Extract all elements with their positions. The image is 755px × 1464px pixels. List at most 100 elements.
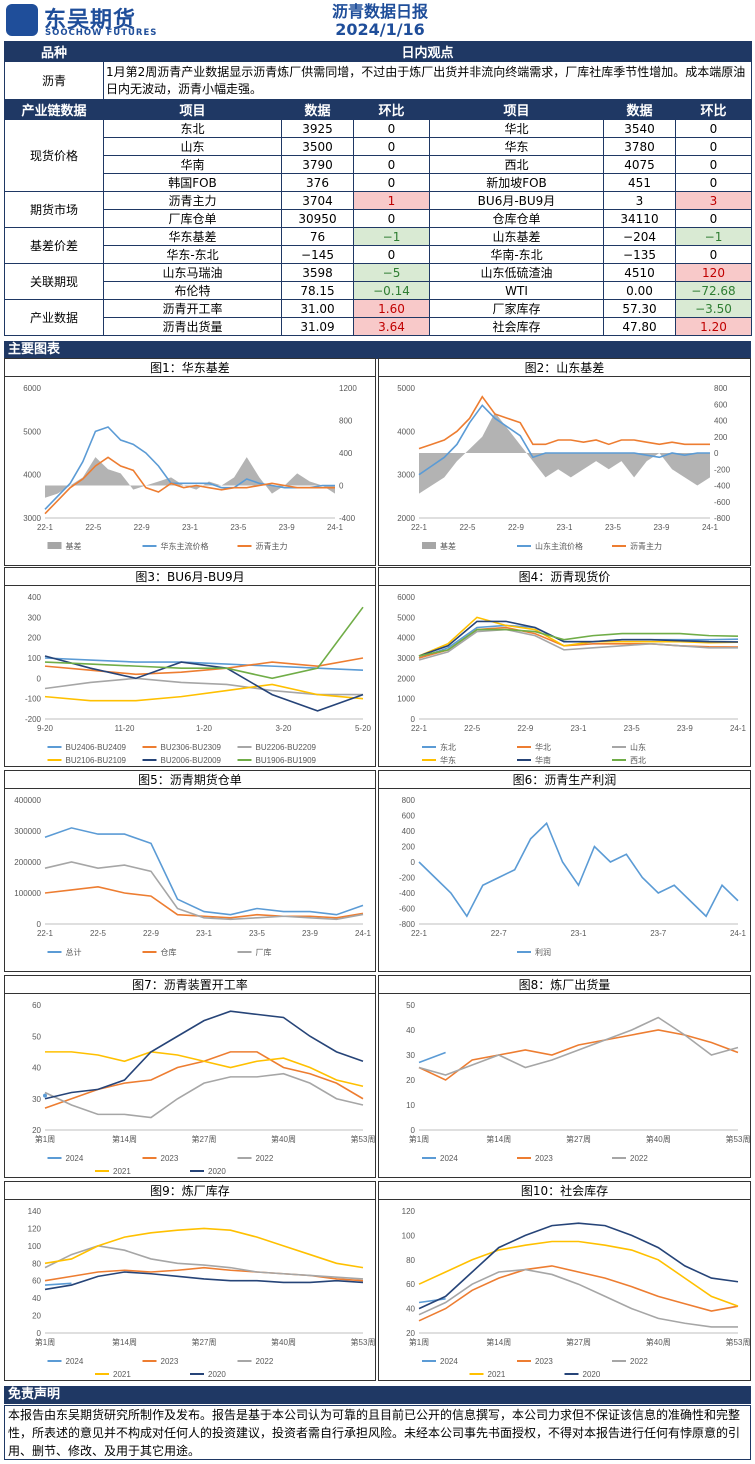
series-line bbox=[418, 620, 739, 657]
y-tick-label: 40 bbox=[32, 1064, 41, 1073]
legend-label: 山东主流价格 bbox=[535, 541, 583, 551]
y-tick-label: 200 bbox=[28, 634, 42, 643]
item-right: 华南-东北 bbox=[429, 245, 604, 264]
y2-tick-label: -800 bbox=[714, 514, 731, 523]
legend-label: 基差 bbox=[440, 541, 456, 551]
legend-label: 沥青主力 bbox=[256, 541, 288, 551]
value-right: 4510 bbox=[603, 263, 676, 282]
y2-tick-label: 1200 bbox=[339, 384, 357, 393]
series-line bbox=[418, 395, 710, 450]
value-right: 57.30 bbox=[603, 299, 676, 318]
x-tick-label: 22-9 bbox=[508, 523, 525, 532]
y-tick-label: 0 bbox=[37, 1329, 42, 1338]
value-left: 3500 bbox=[281, 137, 354, 156]
item-right: 华东 bbox=[429, 137, 604, 156]
legend-label: 2020 bbox=[583, 1370, 601, 1379]
value-right: 4075 bbox=[603, 155, 676, 174]
change-left: 0 bbox=[353, 245, 430, 264]
change-left: 0 bbox=[353, 119, 430, 138]
industry-data-table: 产业链数据 项目 数据 环比 项目 数据 环比 现货价格 东北 3925 0 华北 3540 0 山东 350… bbox=[4, 99, 752, 336]
x-tick-label: 第40周 bbox=[646, 1337, 671, 1347]
item-right: 社会库存 bbox=[429, 317, 604, 336]
value-right: 47.80 bbox=[603, 317, 676, 336]
y2-tick-label: -400 bbox=[339, 514, 356, 523]
x-tick-label: 22-1 bbox=[37, 523, 54, 532]
x-tick-label: 第27周 bbox=[192, 1337, 217, 1347]
legend-label: BU2406-BU2409 bbox=[66, 743, 127, 752]
item-left: 东北 bbox=[103, 119, 282, 138]
legend-label: BU2306-BU2309 bbox=[161, 743, 222, 752]
y-tick-label: 40 bbox=[32, 1294, 41, 1303]
change-left: −5 bbox=[353, 263, 430, 282]
y-tick-label: 100000 bbox=[14, 889, 41, 898]
change-right: −1 bbox=[675, 227, 752, 246]
y-tick-label: 3000 bbox=[23, 514, 41, 523]
series-line bbox=[44, 1227, 364, 1269]
table-row: 厂库仓单 30950 0 仓库仓单 34110 0 bbox=[5, 209, 752, 228]
group-label: 现货价格 bbox=[4, 119, 104, 192]
change-right: 0 bbox=[675, 209, 752, 228]
chart-title: 图6：沥青生产利润 bbox=[379, 771, 750, 789]
item-left: 华南 bbox=[103, 155, 282, 174]
y-tick-label: 40 bbox=[406, 1305, 415, 1314]
table-row: 韩国FOB 376 0 新加坡FOB 451 0 bbox=[5, 173, 752, 192]
series-line bbox=[44, 677, 363, 696]
x-tick-label: 9-20 bbox=[37, 724, 54, 733]
charts-section-title: 主要图表 bbox=[4, 341, 751, 359]
legend-label: 2023 bbox=[535, 1357, 553, 1366]
legend-label: 2022 bbox=[630, 1357, 648, 1366]
x-tick-label: 23-9 bbox=[279, 523, 296, 532]
legend-label: 华东 bbox=[440, 755, 456, 765]
group-label: 基差价差 bbox=[4, 227, 104, 264]
chart-plot: 20 30 40 50 60 第1周 第14周 第27周 第40周 第53周 2024 2023 202… bbox=[32, 1001, 375, 1176]
series-line bbox=[45, 1051, 364, 1088]
y-tick-label: 0 bbox=[411, 715, 416, 724]
table-row: 布伦特 78.15 −0.14 WTI 0.00 −72.68 bbox=[5, 281, 752, 300]
value-right: 3540 bbox=[603, 119, 676, 138]
legend-swatch bbox=[47, 542, 62, 549]
y-tick-label: 400 bbox=[402, 827, 416, 836]
chart-title: 图5：沥青期货仓单 bbox=[5, 771, 375, 789]
chart-3: 图3：BU6月-BU9月 -200 -100 0 100 200 300 400 9-20 11-… bbox=[4, 567, 376, 767]
series-line bbox=[418, 821, 739, 918]
x-tick-label: 22-1 bbox=[411, 523, 428, 532]
table-row: 基差价差 华东基差 76 −1 山东基差 −204 −1 bbox=[4, 227, 752, 264]
value-left: 30950 bbox=[281, 209, 354, 228]
x-tick-label: 23-5 bbox=[230, 523, 247, 532]
x-tick-label: 23-5 bbox=[624, 724, 641, 733]
y-tick-label: 2000 bbox=[397, 514, 415, 523]
table-header: 数据 bbox=[281, 99, 354, 120]
legend-label: 2022 bbox=[256, 1357, 274, 1366]
chart-plot: 20 40 60 80 100 120 第1周 第14周 第27周 第40周 第53周 2024 202… bbox=[402, 1207, 750, 1379]
legend-label: 利润 bbox=[535, 947, 551, 957]
y2-tick-label: 0 bbox=[339, 482, 344, 491]
y-tick-label: 600 bbox=[402, 812, 416, 821]
legend-label: BU2106-BU2109 bbox=[66, 756, 127, 765]
legend-label: 华东主流价格 bbox=[161, 541, 209, 551]
series-line bbox=[418, 1298, 446, 1304]
item-right: 仓库仓单 bbox=[429, 209, 604, 228]
value-right: −204 bbox=[603, 227, 676, 246]
series-line bbox=[44, 426, 335, 510]
y-tick-label: 20 bbox=[32, 1126, 41, 1135]
legend-label: 2021 bbox=[113, 1167, 131, 1176]
table-row: 华东-东北 −145 0 华南-东北 −135 0 bbox=[5, 245, 752, 264]
logo-en-text: SOOCHOW FUTURES bbox=[45, 28, 158, 38]
legend-label: 2022 bbox=[256, 1154, 274, 1163]
x-tick-label: 5-20 bbox=[355, 724, 372, 733]
series-line bbox=[44, 1010, 364, 1100]
x-tick-label: 11-20 bbox=[115, 724, 135, 733]
change-right: 0 bbox=[675, 245, 752, 264]
y2-tick-label: 800 bbox=[714, 384, 728, 393]
series-line bbox=[418, 1265, 739, 1322]
y2-tick-label: -600 bbox=[714, 498, 731, 507]
chart-title: 图9：炼厂库存 bbox=[5, 1182, 375, 1200]
x-tick-label: 1-20 bbox=[196, 724, 213, 733]
change-left: 0 bbox=[353, 173, 430, 192]
y-tick-label: 5000 bbox=[397, 384, 415, 393]
legend-label: 沥青主力 bbox=[630, 541, 662, 551]
x-tick-label: 23-9 bbox=[302, 929, 319, 938]
y-tick-label: 4000 bbox=[23, 471, 41, 480]
y-tick-label: 6000 bbox=[397, 593, 415, 602]
value-right: 3780 bbox=[603, 137, 676, 156]
